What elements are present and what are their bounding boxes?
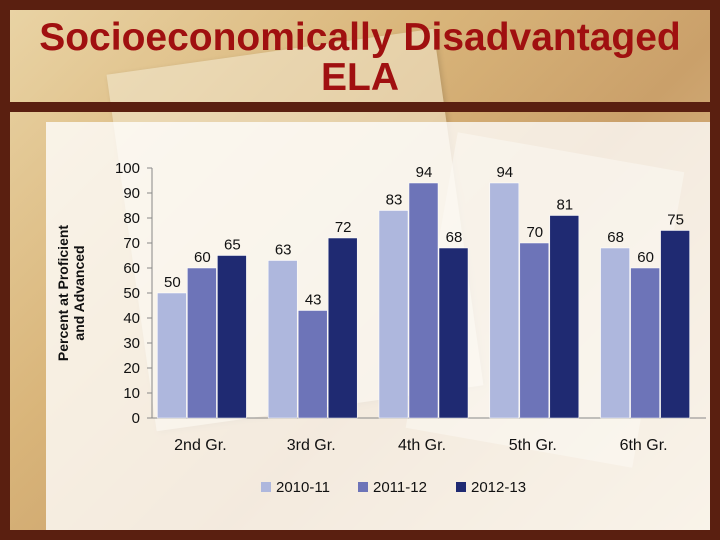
legend-label: 2011-12 <box>373 479 427 496</box>
bar-value-label: 60 <box>637 249 654 266</box>
y-axis-label: Percent at Proficient <box>55 225 71 361</box>
bar <box>187 267 217 419</box>
bar-value-label: 72 <box>335 219 352 236</box>
bar-value-label: 43 <box>305 292 322 309</box>
bar <box>630 267 660 419</box>
bar <box>549 215 580 419</box>
bar-value-label: 50 <box>164 274 181 291</box>
bar-value-label: 65 <box>224 237 241 254</box>
bar <box>408 182 439 419</box>
legend-swatch <box>456 482 466 492</box>
bar-value-label: 94 <box>416 164 433 181</box>
y-tick-label: 90 <box>123 185 140 202</box>
slide-background: Socioeconomically Disadvantaged ELA 0 10 2… <box>10 10 710 530</box>
bar <box>660 230 690 419</box>
x-category-label: 2nd Gr. <box>174 437 226 454</box>
y-tick-label: 50 <box>123 285 140 302</box>
bar-chart: 0 10 20 30 40 50 60 70 80 90 100 Percent at Profici… <box>55 160 706 496</box>
bar-value-label: 83 <box>386 192 403 209</box>
bar <box>600 247 630 419</box>
title-divider <box>10 102 710 112</box>
legend-swatch <box>358 482 368 492</box>
title-line-1: Socioeconomically Disadvantaged <box>39 16 681 59</box>
y-tick-label: 30 <box>123 335 140 352</box>
bar-value-label: 68 <box>446 229 463 246</box>
y-tick-label: 0 <box>132 410 140 427</box>
bar <box>327 237 358 419</box>
bar <box>438 247 469 419</box>
y-tick-label: 100 <box>115 160 140 177</box>
slide-title: Socioeconomically Disadvantaged ELA <box>10 18 710 98</box>
legend-label: 2010-11 <box>276 479 330 496</box>
x-category-label: 6th Gr. <box>620 437 668 454</box>
legend-label: 2012-13 <box>471 479 526 496</box>
bar <box>297 310 328 419</box>
bar-value-label: 94 <box>496 164 513 181</box>
bar-value-label: 68 <box>607 229 624 246</box>
y-tick-label: 70 <box>123 235 140 252</box>
x-category-label: 5th Gr. <box>509 437 557 454</box>
chart-panel: 0 10 20 30 40 50 60 70 80 90 100 Percent at Profici… <box>46 122 710 530</box>
bar-value-label: 63 <box>275 242 292 259</box>
x-category-label: 4th Gr. <box>398 437 446 454</box>
bar <box>378 210 409 419</box>
x-category-label: 3rd Gr. <box>287 437 336 454</box>
y-axis-label: and Advanced <box>71 245 87 340</box>
bar <box>217 255 247 419</box>
y-tick-label: 80 <box>123 210 140 227</box>
bar <box>489 182 520 419</box>
bar-value-label: 81 <box>556 197 573 214</box>
y-tick-label: 20 <box>123 360 140 377</box>
y-tick-label: 10 <box>123 385 140 402</box>
title-line-2: ELA <box>321 56 399 99</box>
bar <box>157 292 187 419</box>
bar-value-label: 75 <box>667 212 684 229</box>
bar <box>267 260 298 419</box>
bar-value-label: 70 <box>526 224 543 241</box>
legend-swatch <box>261 482 271 492</box>
y-tick-label: 40 <box>123 310 140 327</box>
y-tick-label: 60 <box>123 260 140 277</box>
bar <box>519 242 550 419</box>
bar-value-label: 60 <box>194 249 211 266</box>
